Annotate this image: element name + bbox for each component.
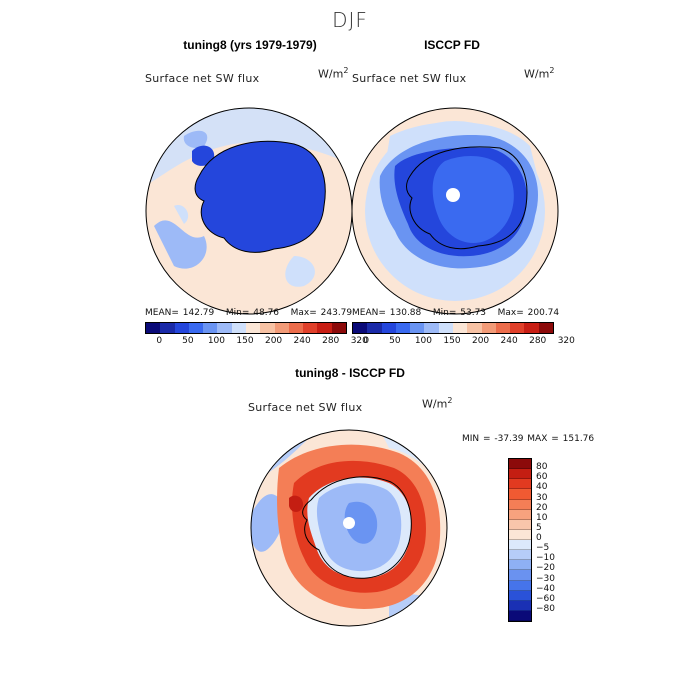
diff-colorbar-swatch	[509, 540, 531, 551]
colorbar-model-swatch	[245, 323, 261, 333]
colorbar-model-swatch	[331, 323, 346, 333]
colorbar-model-swatch	[231, 323, 246, 333]
colorbar-obs-tick-label: 0	[363, 336, 370, 346]
diff-colorbar	[508, 458, 532, 622]
diff-colorbar-tick-label: 60	[536, 472, 548, 483]
colorbar-obs-swatch	[510, 323, 525, 333]
diff-colorbar-tick-label: 40	[536, 482, 548, 493]
diff-minmax: MIN = -37.39 MAX = 151.76	[462, 434, 595, 444]
diff-units-label: W/m2	[422, 396, 453, 411]
diff-variable-label: Surface net SW flux	[248, 401, 363, 414]
polar-map-difference	[250, 429, 448, 627]
diff-colorbar-tick-label: −5	[536, 543, 550, 554]
season-title: DJF	[332, 8, 368, 32]
colorbar-obs-tick-label: 100	[414, 336, 433, 346]
colorbar-model-swatch	[146, 323, 161, 333]
colorbar-model-tick-label: 320	[350, 336, 368, 346]
colorbar-obs-tick-label: 320	[557, 336, 575, 346]
colorbar-model-tick-label: 150	[236, 336, 254, 346]
diff-colorbar-swatch	[509, 509, 531, 520]
colorbar-model-tick-label: 100	[207, 336, 226, 346]
diff-colorbar-tick-label: 20	[536, 502, 548, 513]
colorbar-obs-swatch	[410, 323, 425, 333]
colorbar-obs-swatch	[524, 323, 539, 333]
polar-map-model	[145, 107, 353, 315]
variable-label-model: Surface net SW flux	[145, 72, 260, 85]
colorbar-model-swatch	[160, 323, 175, 333]
diff-colorbar-swatch	[509, 489, 531, 500]
diff-colorbar-swatch	[509, 479, 531, 490]
colorbar-model-swatch	[317, 323, 332, 333]
colorbar-obs-tick-label: 200	[471, 336, 490, 346]
colorbar-model-swatch	[303, 323, 318, 333]
diff-colorbar-swatch	[509, 580, 531, 591]
colorbar-obs-swatch	[395, 323, 411, 333]
diff-colorbar-tick-label: −30	[536, 573, 555, 584]
panel-title-model: tuning8 (yrs 1979-1979)	[183, 38, 317, 52]
colorbar-obs-tick-label: 50	[389, 336, 401, 346]
colorbar-model-tick-label: 200	[264, 336, 283, 346]
colorbar-model-swatch	[274, 323, 289, 333]
colorbar-model-swatch	[203, 323, 218, 333]
colorbar-obs-swatch	[381, 323, 396, 333]
colorbar-model-tick-label: 50	[182, 336, 194, 346]
colorbar-obs-swatch	[495, 323, 511, 333]
colorbar-model-tick-label: 280	[322, 336, 340, 346]
colorbar-obs	[352, 322, 554, 334]
diff-colorbar-tick-label: −40	[536, 583, 555, 594]
colorbar-model-tick-label: 240	[293, 336, 311, 346]
colorbar-obs-swatch	[438, 323, 453, 333]
colorbar-obs-swatch	[538, 323, 553, 333]
diff-colorbar-tick-label: −80	[536, 603, 555, 614]
diff-panel-title: tuning8 - ISCCP FD	[295, 366, 405, 380]
colorbar-model-swatch	[188, 323, 204, 333]
colorbar-obs-swatch	[367, 323, 382, 333]
colorbar-model-swatch	[288, 323, 304, 333]
diff-colorbar-swatch	[509, 570, 531, 581]
diff-colorbar-tick-label: −60	[536, 593, 555, 604]
variable-label-obs: Surface net SW flux	[352, 72, 467, 85]
diff-colorbar-swatch	[509, 529, 531, 540]
diff-colorbar-tick-label: 0	[536, 533, 542, 543]
colorbar-model-swatch	[174, 323, 189, 333]
diff-colorbar-swatch	[509, 600, 531, 611]
colorbar-obs-swatch	[481, 323, 496, 333]
diff-colorbar-swatch	[509, 519, 531, 530]
colorbar-obs-tick-label: 280	[529, 336, 547, 346]
colorbar-obs-swatch	[353, 323, 368, 333]
diff-colorbar-tick-label: 80	[536, 462, 548, 473]
colorbar-obs-tick-label: 150	[443, 336, 461, 346]
diff-colorbar-swatch	[509, 590, 531, 601]
diff-colorbar-tick-label: 30	[536, 492, 548, 503]
colorbar-model-tick-label: 0	[156, 336, 163, 346]
colorbar-obs-swatch	[424, 323, 439, 333]
colorbar-model-swatch	[260, 323, 275, 333]
colorbar-ticks-obs: 0 50 100 150 200 240 280 320	[352, 336, 574, 348]
polar-map-obs	[351, 107, 559, 315]
colorbar-ticks-model: 0 50 100 150 200 240 280 320	[145, 336, 367, 348]
diff-colorbar-swatch	[509, 550, 531, 561]
diff-colorbar-tick-label: −10	[536, 553, 555, 564]
diff-colorbar-tick-label: −20	[536, 563, 555, 574]
diff-colorbar-tick-label: 10	[536, 512, 548, 523]
diff-colorbar-ticks: 80 60 40 30 20 10 5 0 −5 −10 −20 −30 −40 −60 −80	[536, 458, 576, 620]
colorbar-obs-tick-label: 240	[500, 336, 518, 346]
units-label-model: W/m2	[318, 66, 349, 81]
diff-colorbar-swatch	[509, 459, 531, 470]
colorbar-obs-swatch	[452, 323, 468, 333]
diff-colorbar-swatch	[509, 610, 531, 621]
diff-colorbar-swatch	[509, 469, 531, 480]
diff-colorbar-tick-label: 5	[536, 522, 542, 533]
panel-title-obs: ISCCP FD	[424, 38, 480, 52]
colorbar-obs-swatch	[467, 323, 482, 333]
stats-obs: MEAN= 130.88 Min= 53.73 Max= 200.74	[352, 308, 560, 318]
colorbar-model-swatch	[217, 323, 232, 333]
colorbar-model	[145, 322, 347, 334]
diff-colorbar-swatch	[509, 499, 531, 510]
stats-model: MEAN= 142.79 Min= 48.76 Max= 243.79	[145, 308, 353, 318]
diff-colorbar-swatch	[509, 560, 531, 571]
units-label-obs: W/m2	[524, 66, 555, 81]
